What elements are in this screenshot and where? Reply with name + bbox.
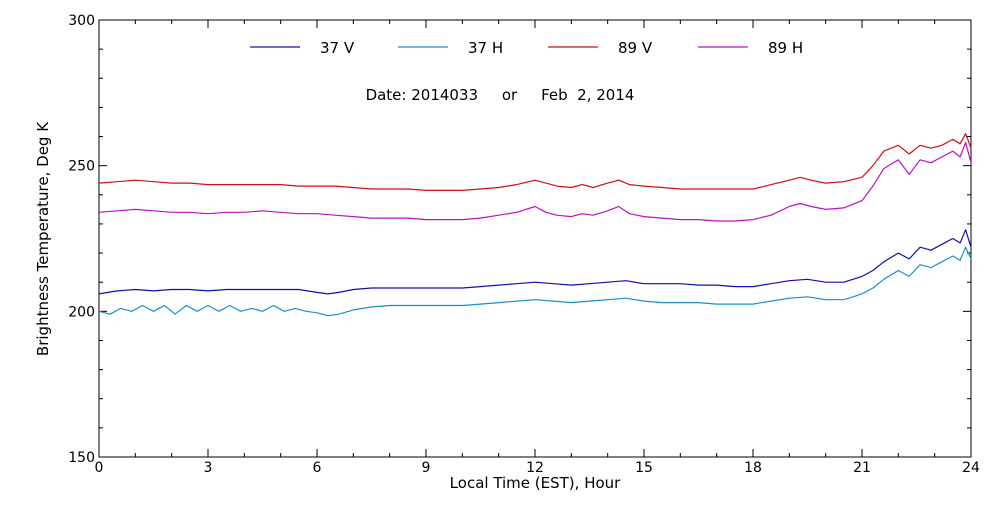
y-tick-label: 300 bbox=[68, 13, 95, 29]
series-lines bbox=[98, 133, 972, 317]
series-line-37h bbox=[98, 246, 972, 317]
date-label: Date: 2014033 or Feb 2, 2014 bbox=[366, 86, 635, 104]
y-axis-title: Brightness Temperature, Deg K bbox=[34, 121, 52, 356]
series-line-89h bbox=[98, 141, 972, 222]
x-tick-label: 6 bbox=[313, 460, 322, 476]
x-tick-label: 18 bbox=[744, 460, 762, 476]
series-line-89v bbox=[98, 133, 972, 191]
legend-label-37v: 37 V bbox=[320, 39, 355, 57]
x-tick-label: 24 bbox=[962, 460, 980, 476]
series-line-37v bbox=[98, 229, 972, 295]
y-tick-label: 200 bbox=[68, 304, 95, 320]
y-tick-label: 150 bbox=[68, 450, 95, 466]
legend-label-89h: 89 H bbox=[768, 39, 803, 57]
x-tick-label: 15 bbox=[635, 460, 653, 476]
x-axis-title: Local Time (EST), Hour bbox=[450, 474, 621, 492]
x-tick-label: 21 bbox=[853, 460, 871, 476]
legend: 37 V 37 H 89 V 89 H bbox=[250, 39, 803, 57]
legend-label-89v: 89 V bbox=[618, 39, 653, 57]
x-tick-label: 3 bbox=[204, 460, 213, 476]
x-tick-label: 0 bbox=[95, 460, 104, 476]
legend-label-37h: 37 H bbox=[468, 39, 503, 57]
y-tick-label: 250 bbox=[68, 159, 95, 175]
axes: 0 3 6 9 12 15 18 21 24 150 200 250 300 bbox=[68, 13, 980, 476]
x-tick-label: 12 bbox=[526, 460, 544, 476]
x-tick-label: 9 bbox=[422, 460, 431, 476]
